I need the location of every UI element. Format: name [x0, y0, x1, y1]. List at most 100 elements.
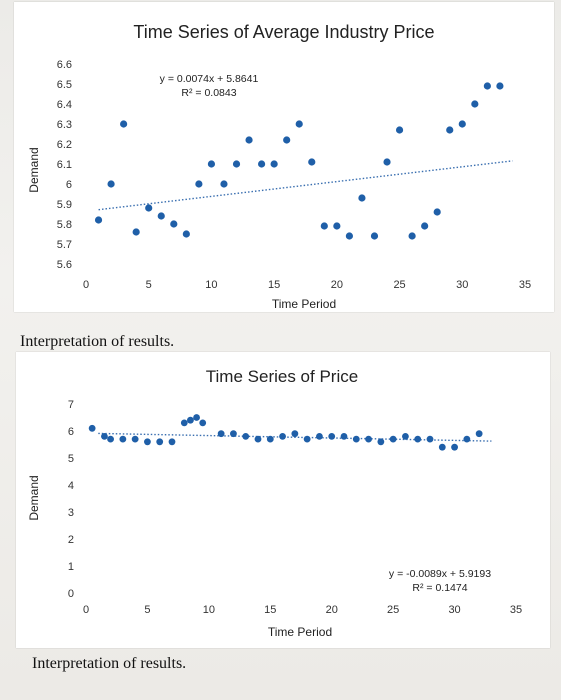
trendline-equation: y = 0.0074x + 5.8641 — [160, 73, 259, 85]
data-point — [199, 419, 207, 427]
data-point — [180, 419, 188, 427]
data-point — [438, 443, 446, 451]
y-tick-label: 7 — [68, 399, 74, 411]
industry-price-chart: Time Series of Average Industry Price 5.6… — [27, 22, 531, 311]
data-point — [421, 222, 429, 230]
trendline-equation: y = -0.0089x + 5.9193 — [389, 568, 491, 580]
data-point — [365, 435, 372, 443]
y-tick-label: 6.1 — [57, 159, 72, 171]
data-point — [145, 204, 153, 212]
data-point — [370, 232, 379, 240]
data-point — [242, 433, 250, 440]
data-point — [230, 430, 237, 438]
data-point — [426, 435, 434, 443]
data-point — [245, 136, 253, 144]
y-tick-label: 1 — [68, 561, 74, 573]
data-point — [395, 126, 404, 134]
data-point — [119, 435, 127, 443]
data-point — [358, 194, 366, 202]
data-point — [157, 212, 165, 220]
y-tick-label: 2 — [68, 534, 74, 546]
x-tick-label: 0 — [83, 279, 89, 291]
data-point — [107, 435, 114, 443]
x-tick-label: 30 — [448, 604, 460, 616]
data-point — [168, 438, 176, 446]
data-point — [389, 435, 397, 443]
data-point — [345, 232, 353, 240]
data-point — [383, 158, 391, 166]
data-point — [120, 120, 128, 128]
data-point — [308, 158, 316, 166]
interpretation-caption-1: Interpretation of results. — [20, 333, 175, 350]
data-point — [279, 433, 286, 440]
y-tick-label: 6 — [66, 179, 72, 191]
data-point — [217, 430, 225, 438]
data-point — [195, 180, 203, 188]
x-tick-label: 5 — [146, 279, 152, 291]
x-tick-label: 35 — [510, 604, 522, 616]
data-point — [496, 82, 504, 90]
data-point — [156, 438, 164, 446]
y-tick-label: 4 — [68, 480, 74, 492]
x-axis-label: Time Period — [272, 297, 336, 311]
data-point — [475, 430, 483, 438]
x-tick-label: 10 — [203, 604, 215, 616]
y-tick-label: 5 — [68, 453, 74, 465]
chart-title: Time Series of Price — [206, 367, 358, 386]
data-point — [170, 220, 178, 228]
y-tick-label: 6.3 — [57, 119, 72, 131]
y-tick-label: 6.2 — [57, 139, 72, 151]
data-point — [333, 222, 341, 230]
price-chart: Time Series of Price 0 1 2 3 4 5 6 7 0 5 10 15 20 25 30… — [27, 367, 522, 639]
x-tick-label: 25 — [393, 279, 405, 291]
x-tick-label: 5 — [144, 604, 150, 616]
x-tick-label: 10 — [205, 279, 217, 291]
data-point — [295, 120, 303, 128]
data-point — [270, 160, 278, 168]
data-point — [316, 433, 323, 440]
y-tick-label: 6.6 — [57, 59, 72, 71]
x-tick-label: 20 — [326, 604, 338, 616]
x-tick-label: 20 — [331, 279, 343, 291]
data-point — [258, 160, 266, 168]
data-point — [352, 435, 360, 443]
y-tick-label: 5.6 — [57, 259, 72, 271]
data-point — [182, 230, 190, 238]
data-point — [291, 430, 299, 438]
y-tick-label: 3 — [68, 507, 74, 519]
chart-panel-industry-price: Time Series of Average Industry Price 5.6… — [14, 2, 554, 312]
data-point — [94, 216, 103, 224]
x-axis-label: Time Period — [268, 625, 332, 639]
data-point — [187, 416, 194, 424]
data-point — [446, 126, 454, 134]
data-point — [433, 208, 441, 216]
x-tick-label: 35 — [519, 279, 531, 291]
data-point — [328, 433, 336, 440]
y-tick-label: 6 — [68, 426, 74, 438]
data-point — [414, 435, 422, 443]
data-point — [283, 136, 291, 144]
data-point — [303, 435, 311, 443]
data-point — [463, 435, 471, 443]
data-point — [377, 438, 385, 446]
trendline — [98, 432, 492, 442]
interpretation-caption-2: Interpretation of results. — [32, 655, 187, 672]
r-squared-label: R² = 0.1474 — [412, 582, 467, 594]
data-point — [101, 433, 108, 440]
x-tick-label: 25 — [387, 604, 399, 616]
data-point — [402, 433, 409, 440]
data-point — [471, 100, 479, 108]
data-point — [144, 438, 151, 446]
y-axis-label: Demand — [27, 147, 41, 192]
data-point — [320, 222, 328, 230]
y-tick-label: 6.5 — [57, 79, 72, 91]
data-point — [220, 180, 228, 188]
data-point — [131, 435, 139, 443]
data-point — [340, 433, 348, 440]
x-tick-label: 0 — [83, 604, 89, 616]
x-tick-label: 30 — [456, 279, 468, 291]
y-tick-label: 5.7 — [57, 239, 72, 251]
data-point — [458, 120, 466, 128]
data-point — [207, 160, 216, 168]
